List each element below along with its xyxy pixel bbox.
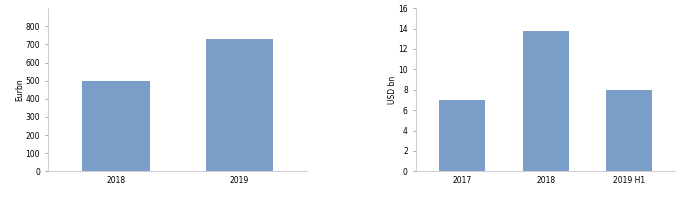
Y-axis label: USD bn: USD bn <box>388 76 397 104</box>
Y-axis label: Eurbn: Eurbn <box>15 79 24 101</box>
Bar <box>82 81 150 171</box>
Bar <box>439 100 485 171</box>
Bar <box>205 39 274 171</box>
Bar <box>523 31 568 171</box>
Bar <box>606 90 652 171</box>
